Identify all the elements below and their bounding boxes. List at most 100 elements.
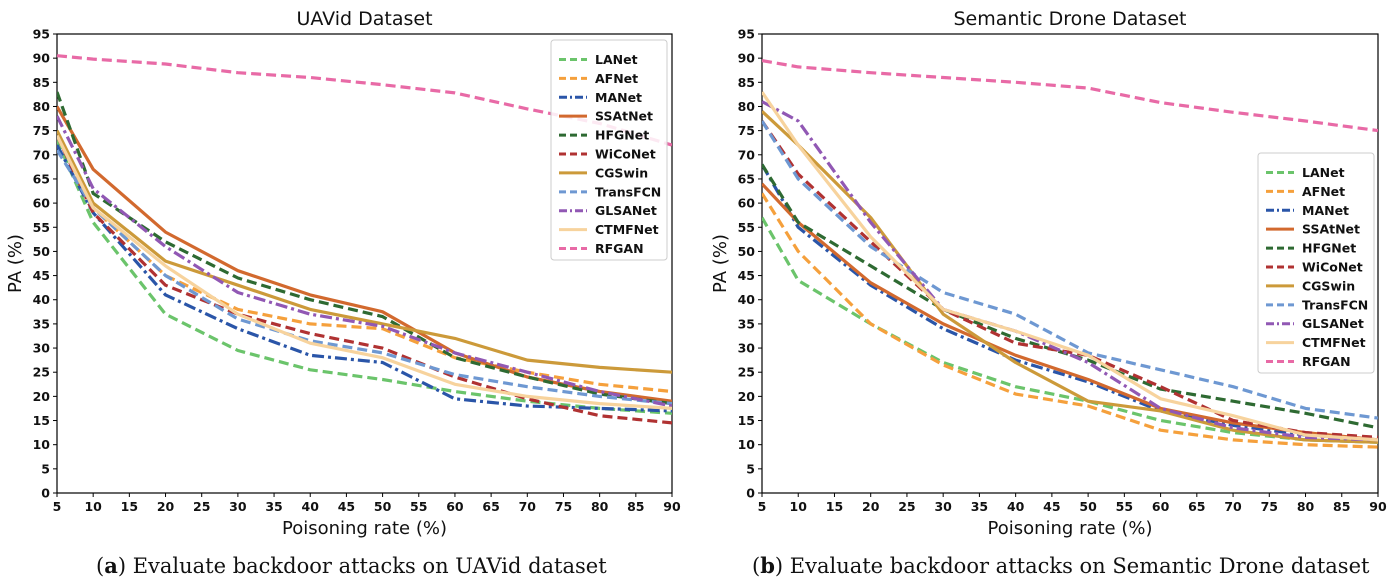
plot-frame <box>56 33 673 494</box>
series-line-ctmfnet <box>57 134 672 410</box>
legend-label-lanet: LANet <box>595 52 638 67</box>
legend-label-rfgan: RFGAN <box>595 241 644 256</box>
series-group <box>57 54 672 425</box>
x-tick-label: 70 <box>1224 499 1242 514</box>
series-line-glsanet <box>762 100 1378 442</box>
series-line-transfcn <box>57 149 672 406</box>
x-axis-label: Poisoning rate (%) <box>282 518 447 539</box>
caption-a-text: Evaluate backdoor attacks on UAVid datas… <box>132 554 607 578</box>
legend-label-wiconet: WiCoNet <box>1302 260 1363 275</box>
series-line-transfcn <box>762 120 1378 420</box>
x-tick-label: 25 <box>193 499 210 514</box>
y-tick-label: 95 <box>33 27 50 42</box>
y-tick-label: 60 <box>33 196 51 211</box>
series-line-ssatnet <box>762 182 1378 442</box>
y-tick-label: 80 <box>33 99 51 114</box>
series-line-glsanet <box>57 115 672 408</box>
y-tick-label: 65 <box>33 171 50 186</box>
x-tick-label: 40 <box>1007 499 1025 514</box>
x-tick-label: 85 <box>627 499 644 514</box>
legend-label-manet: MANet <box>1302 203 1349 218</box>
x-tick-label: 80 <box>1297 499 1315 514</box>
y-tick-label: 20 <box>33 389 51 404</box>
y-tick-label: 85 <box>33 75 50 90</box>
chart-panel-2: Semantic Drone Dataset 5 10 15 20 25 30 35 40 45 5… <box>710 8 1387 539</box>
x-tick-label: 80 <box>591 499 609 514</box>
series-line-cgswin <box>57 129 672 374</box>
legend-label-afnet: AFNet <box>595 71 638 86</box>
caption-a-label: a <box>104 553 118 578</box>
caption-a: (a) Evaluate backdoor attacks on UAVid d… <box>96 553 607 578</box>
chart-title: UAVid Dataset <box>296 8 432 30</box>
legend-box <box>550 39 668 261</box>
y-tick-label: 75 <box>738 123 755 138</box>
x-tick-label: 90 <box>663 499 681 514</box>
series-line-lanet <box>57 139 672 415</box>
series-line-wiconet <box>57 134 672 425</box>
y-tick-label: 25 <box>738 365 755 380</box>
chart-panel-1: UAVid Dataset 5 10 15 20 25 30 35 40 45 50 55 60 65 70… <box>5 8 681 539</box>
legend-label-glsanet: GLSANet <box>1302 316 1364 331</box>
y-tick-label: 15 <box>738 413 755 428</box>
y-tick-label: 70 <box>33 147 51 162</box>
x-tick-label: 30 <box>934 499 952 514</box>
legend-box <box>1257 152 1375 374</box>
y-tick-label: 0 <box>746 486 755 501</box>
legend-label-hfgnet: HFGNet <box>595 128 649 143</box>
legend: LANet AFNet MANet SSAtNet HFGNet WiCoNet CGSwi… <box>550 39 668 261</box>
y-tick-label: 85 <box>738 75 755 90</box>
legend-label-ctmfnet: CTMFNet <box>1302 335 1366 350</box>
plot-frame <box>761 33 1379 494</box>
series-line-rfgan <box>762 59 1378 133</box>
caption-b-text: Evaluate backdoor attacks on Semantic Dr… <box>789 554 1370 578</box>
y-tick-label: 50 <box>738 244 756 259</box>
legend-label-ssatnet: SSAtNet <box>1302 222 1360 237</box>
legend-label-wiconet: WiCoNet <box>595 147 656 162</box>
x-tick-label: 75 <box>1261 499 1278 514</box>
x-tick-label: 25 <box>898 499 915 514</box>
y-axis-label: PA (%) <box>5 234 26 293</box>
x-tick-label: 60 <box>446 499 464 514</box>
y-tick-label: 55 <box>738 220 755 235</box>
x-tick-label: 65 <box>1188 499 1205 514</box>
y-axis-label: PA (%) <box>710 234 731 293</box>
x-tick-label: 5 <box>758 499 767 514</box>
legend-label-rfgan: RFGAN <box>1302 354 1351 369</box>
series-line-wiconet <box>762 120 1378 439</box>
x-tick-label: 10 <box>790 499 808 514</box>
series-line-manet <box>762 163 1378 442</box>
x-tick-label: 45 <box>1043 499 1060 514</box>
x-axis-label: Poisoning rate (%) <box>987 518 1152 539</box>
y-tick-label: 5 <box>41 461 50 476</box>
x-tick-label: 50 <box>1079 499 1097 514</box>
x-tick-label: 20 <box>157 499 175 514</box>
legend-label-cgswin: CGSwin <box>595 165 648 180</box>
series-group <box>762 59 1378 449</box>
y-tick-label: 35 <box>33 316 50 331</box>
y-tick-label: 20 <box>738 389 756 404</box>
x-tick-label: 90 <box>1369 499 1387 514</box>
x-tick-label: 70 <box>519 499 537 514</box>
y-tick-label: 80 <box>738 99 756 114</box>
legend-label-hfgnet: HFGNet <box>1302 241 1356 256</box>
x-tick-label: 40 <box>302 499 320 514</box>
series-line-afnet <box>57 134 672 394</box>
y-tick-label: 10 <box>33 437 51 452</box>
chart-title: Semantic Drone Dataset <box>954 8 1187 30</box>
legend-label-transfcn: TransFCN <box>595 184 661 199</box>
series-line-hfgnet <box>57 91 672 406</box>
x-tick-label: 35 <box>971 499 988 514</box>
x-tick-label: 60 <box>1152 499 1170 514</box>
y-tick-label: 55 <box>33 220 50 235</box>
x-tick-label: 35 <box>265 499 282 514</box>
y-tick-label: 30 <box>33 341 51 356</box>
x-tick-label: 20 <box>862 499 880 514</box>
y-tick-label: 50 <box>33 244 51 259</box>
y-tick-label: 25 <box>33 365 50 380</box>
x-tick-label: 45 <box>338 499 355 514</box>
x-tick-label: 15 <box>121 499 138 514</box>
y-tick-label: 10 <box>738 437 756 452</box>
series-line-afnet <box>762 192 1378 449</box>
legend-label-cgswin: CGSwin <box>1302 278 1355 293</box>
